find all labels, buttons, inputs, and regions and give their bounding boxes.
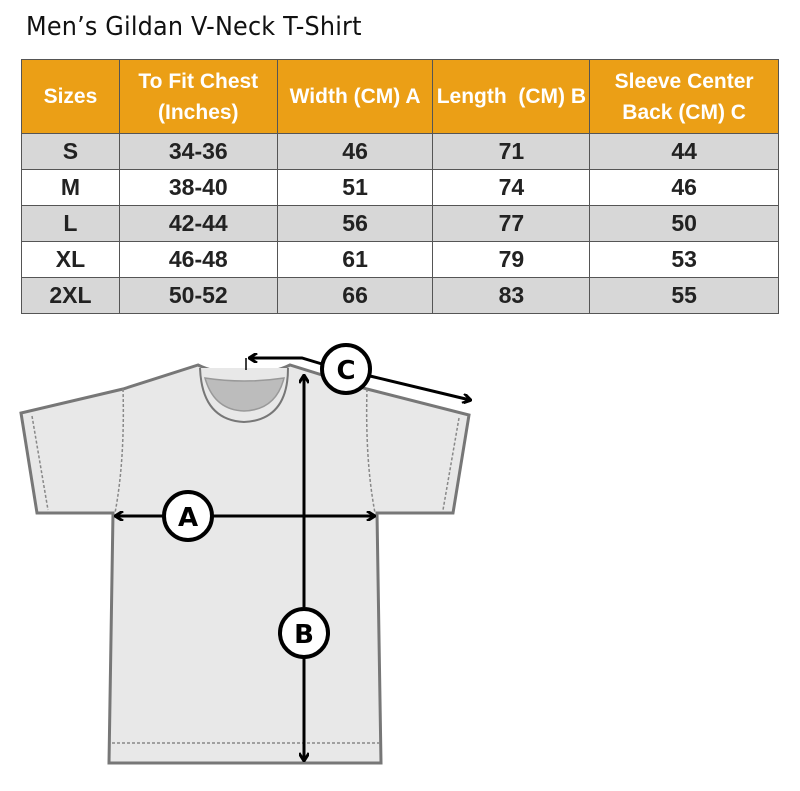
cell-width: 46 (276, 133, 434, 170)
table-row: L 42-44 56 77 50 (21, 205, 779, 242)
table-header-row: Sizes To Fit Chest (Inches) Width (CM) A… (21, 59, 779, 134)
cell-length: 83 (432, 277, 591, 314)
cell-chest: 34-36 (118, 133, 278, 170)
header-length: Length (CM) B (432, 59, 591, 134)
cell-length: 79 (432, 241, 591, 278)
cell-size: 2XL (21, 277, 120, 314)
cell-width: 51 (276, 169, 434, 206)
table-row: S 34-36 46 71 44 (21, 133, 779, 170)
cell-chest: 42-44 (118, 205, 278, 242)
cell-size: XL (21, 241, 120, 278)
size-chart-table: Sizes To Fit Chest (Inches) Width (CM) A… (21, 59, 779, 314)
header-chest: To Fit Chest (Inches) (118, 59, 278, 134)
svg-text:A: A (178, 503, 198, 533)
cell-length: 74 (432, 169, 591, 206)
table-row: M 38-40 51 74 46 (21, 169, 779, 206)
svg-text:B: B (294, 620, 314, 650)
cell-chest: 46-48 (118, 241, 278, 278)
cell-sleeve: 55 (589, 277, 779, 314)
cell-sleeve: 44 (589, 133, 779, 170)
tshirt-icon (19, 363, 471, 765)
table-row: 2XL 50-52 66 83 55 (21, 277, 779, 314)
cell-width: 61 (276, 241, 434, 278)
header-sizes: Sizes (21, 59, 120, 134)
cell-size: S (21, 133, 120, 170)
cell-size: M (21, 169, 120, 206)
header-width: Width (CM) A (276, 59, 434, 134)
tshirt-measurement-diagram: A B C (19, 343, 490, 765)
table-row: XL 46-48 61 79 53 (21, 241, 779, 278)
cell-sleeve: 50 (589, 205, 779, 242)
cell-size: L (21, 205, 120, 242)
cell-chest: 38-40 (118, 169, 278, 206)
cell-chest: 50-52 (118, 277, 278, 314)
label-b-badge: B (278, 607, 330, 659)
cell-length: 71 (432, 133, 591, 170)
cell-sleeve: 53 (589, 241, 779, 278)
label-c-badge: C (320, 343, 372, 395)
cell-sleeve: 46 (589, 169, 779, 206)
label-a-badge: A (162, 490, 214, 542)
svg-text:C: C (336, 356, 355, 386)
header-sleeve: Sleeve Center Back (CM) C (589, 59, 779, 134)
cell-width: 66 (276, 277, 434, 314)
cell-length: 77 (432, 205, 591, 242)
measurement-arrows (116, 358, 470, 760)
cell-width: 56 (276, 205, 434, 242)
page-title: Men’s Gildan V-Neck T-Shirt (26, 12, 362, 42)
